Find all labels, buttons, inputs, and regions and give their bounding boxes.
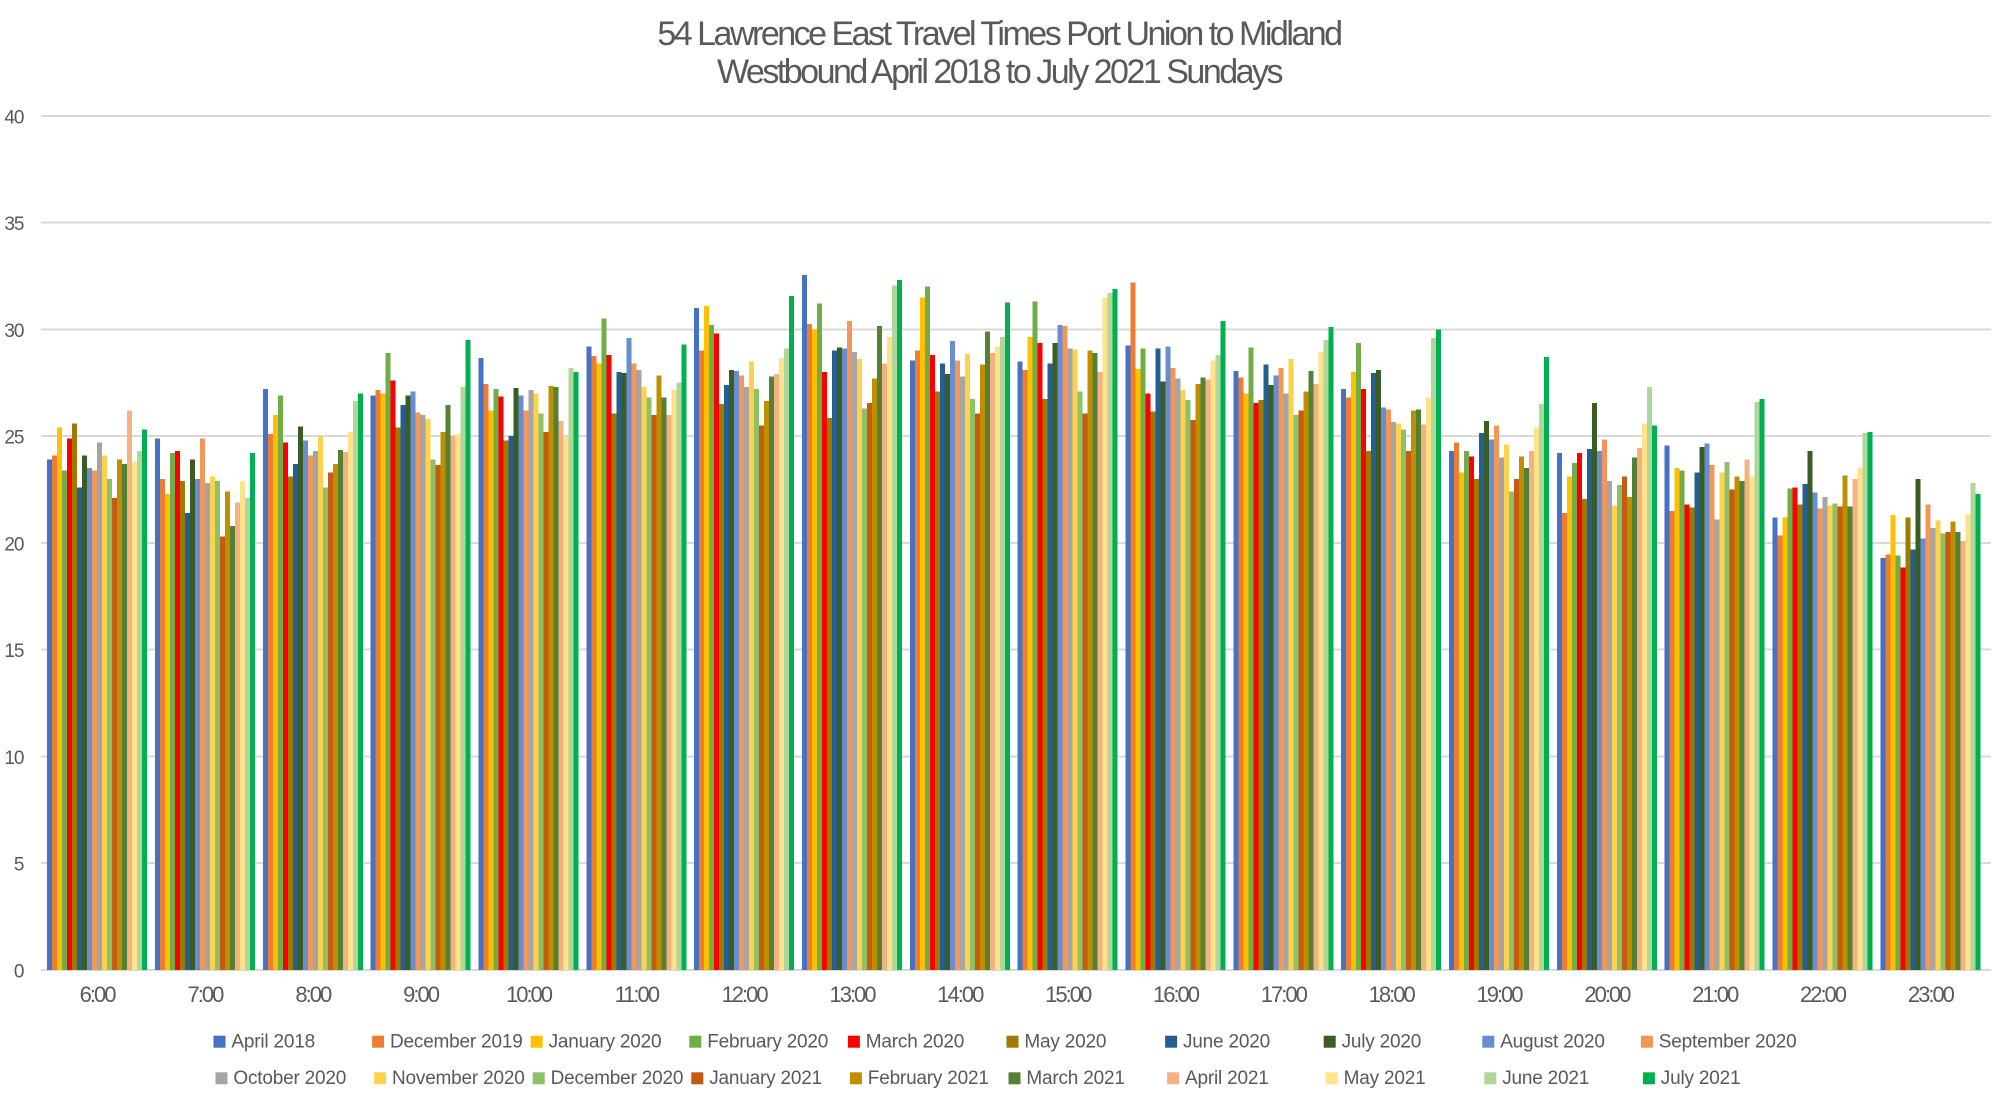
svg-text:August 2020: August 2020: [1500, 1032, 1605, 1053]
svg-text:May 2020: May 2020: [1024, 1032, 1106, 1053]
svg-text:5: 5: [14, 855, 24, 876]
svg-text:June 2020: June 2020: [1183, 1032, 1270, 1053]
svg-text:July 2020: July 2020: [1342, 1032, 1422, 1053]
svg-text:January 2021: January 2021: [709, 1068, 822, 1089]
svg-text:25: 25: [4, 428, 24, 449]
svg-text:12:00: 12:00: [722, 982, 769, 1007]
svg-text:December 2019: December 2019: [390, 1032, 523, 1053]
svg-text:April 2021: April 2021: [1185, 1068, 1269, 1089]
svg-text:10:00: 10:00: [506, 982, 553, 1007]
svg-text:54 Lawrence East Travel Times: 54 Lawrence East Travel Times Port Union…: [657, 15, 1341, 53]
svg-text:March 2021: March 2021: [1026, 1068, 1124, 1089]
svg-text:Westbound April 2018 to July 2: Westbound April 2018 to July 2021 Sunday…: [717, 53, 1283, 91]
svg-text:18:00: 18:00: [1369, 982, 1416, 1007]
svg-text:0: 0: [14, 962, 24, 983]
svg-text:June 2021: June 2021: [1502, 1068, 1589, 1089]
svg-text:14:00: 14:00: [937, 982, 984, 1007]
svg-text:13:00: 13:00: [829, 982, 876, 1007]
svg-text:30: 30: [4, 321, 24, 342]
svg-text:23:00: 23:00: [1908, 982, 1955, 1007]
svg-text:July 2021: July 2021: [1661, 1068, 1741, 1089]
svg-text:15:00: 15:00: [1045, 982, 1092, 1007]
svg-text:40: 40: [4, 107, 24, 128]
svg-text:11:00: 11:00: [615, 982, 660, 1007]
svg-text:20:00: 20:00: [1584, 982, 1631, 1007]
svg-text:22:00: 22:00: [1800, 982, 1847, 1007]
svg-text:January 2020: January 2020: [549, 1032, 662, 1053]
svg-text:November 2020: November 2020: [392, 1068, 525, 1089]
svg-text:April 2018: April 2018: [231, 1032, 315, 1053]
svg-text:16:00: 16:00: [1153, 982, 1200, 1007]
svg-text:6:00: 6:00: [80, 982, 117, 1007]
svg-text:May 2021: May 2021: [1344, 1068, 1426, 1089]
svg-text:21:00: 21:00: [1692, 982, 1739, 1007]
svg-text:17:00: 17:00: [1261, 982, 1308, 1007]
svg-text:February 2020: February 2020: [707, 1032, 828, 1053]
svg-text:October 2020: October 2020: [233, 1068, 346, 1089]
svg-text:7:00: 7:00: [187, 982, 224, 1007]
svg-text:8:00: 8:00: [295, 982, 332, 1007]
svg-text:February 2021: February 2021: [868, 1068, 989, 1089]
svg-text:September 2020: September 2020: [1659, 1032, 1797, 1053]
svg-text:9:00: 9:00: [403, 982, 440, 1007]
svg-text:19:00: 19:00: [1476, 982, 1523, 1007]
svg-text:March 2020: March 2020: [866, 1032, 964, 1053]
svg-text:15: 15: [4, 641, 24, 662]
svg-text:35: 35: [4, 214, 24, 235]
svg-text:20: 20: [4, 534, 24, 555]
svg-text:December 2020: December 2020: [551, 1068, 684, 1089]
svg-text:10: 10: [4, 748, 24, 769]
